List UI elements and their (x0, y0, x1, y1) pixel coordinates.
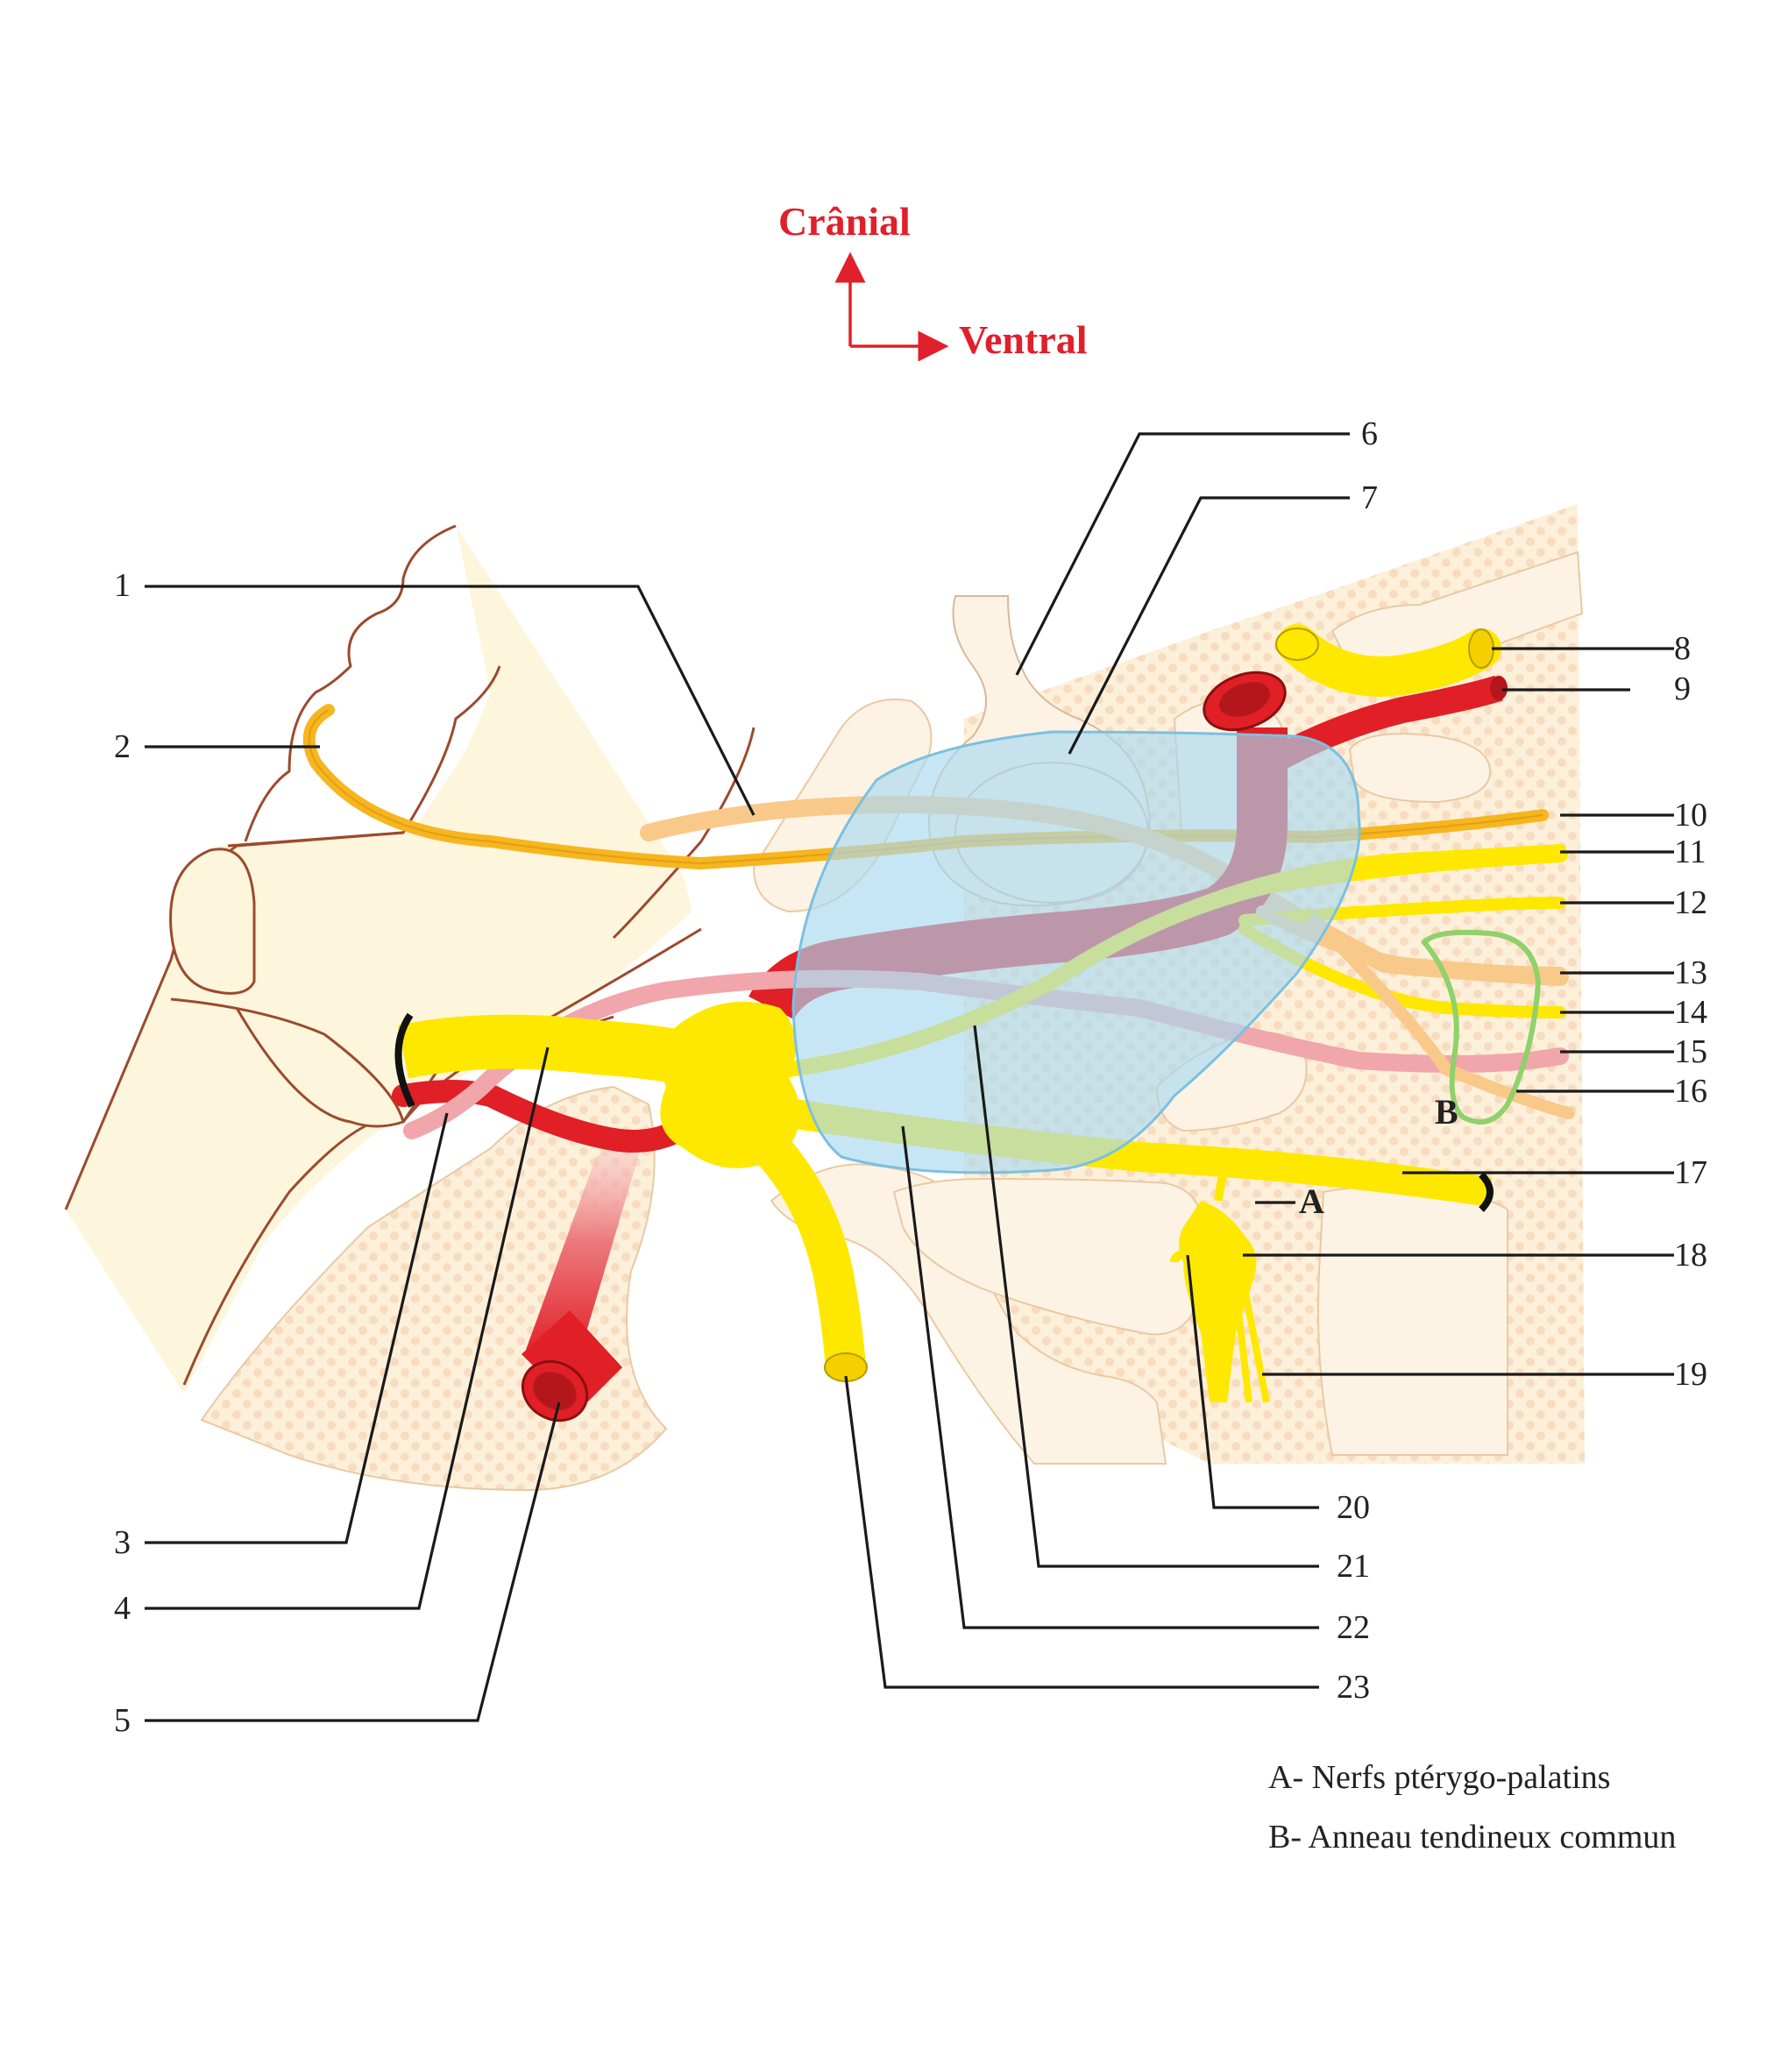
label-15: 15 (1674, 1033, 1707, 1070)
label-3: 3 (114, 1524, 131, 1561)
label-9: 9 (1674, 671, 1691, 707)
label-6: 6 (1361, 415, 1378, 452)
condyle-left (169, 848, 256, 995)
upper-bone-ridge-2 (1348, 733, 1492, 804)
pterygopalatine-ganglion (1179, 1201, 1257, 1402)
label-1: 1 (114, 567, 131, 604)
label-12: 12 (1674, 884, 1707, 921)
label-19: 19 (1674, 1356, 1707, 1393)
ventral-label: Ventral (959, 317, 1088, 362)
internal-carotid-tube (526, 1122, 649, 1359)
legend-b: B- Anneau tendineux commun (1268, 1819, 1676, 1856)
legend-a: A- Nerfs ptérygo-palatins (1268, 1759, 1610, 1796)
letter-a: A (1299, 1181, 1324, 1221)
upper-skull-outline (244, 524, 457, 842)
mandibular-nerve (748, 1125, 866, 1369)
nerve-19-b (1241, 1288, 1270, 1403)
right-vertical-bone (1317, 1185, 1508, 1456)
skull-ridge-line (612, 727, 756, 940)
label-23: 23 (1337, 1669, 1370, 1706)
nerve-a-branch (1214, 1168, 1231, 1202)
nerve-19-a (1232, 1288, 1252, 1403)
label-20: 20 (1337, 1489, 1370, 1526)
number-labels: 1 2 3 4 5 6 7 8 9 10 11 12 13 14 15 16 1… (114, 415, 1707, 1739)
letter-b: B (1435, 1092, 1458, 1132)
orientation-indicator: Crânial Ventral (778, 199, 1088, 362)
label-7: 7 (1361, 479, 1378, 516)
label-17: 17 (1674, 1154, 1707, 1191)
ganglion (660, 1001, 800, 1168)
label-2: 2 (114, 728, 131, 765)
label-18: 18 (1674, 1237, 1707, 1274)
internal-carotid-artery-cut (521, 1310, 622, 1423)
cavernous-sinus (791, 730, 1361, 1174)
label-5: 5 (114, 1702, 131, 1739)
label-21: 21 (1337, 1548, 1370, 1585)
yellow-nerve-8 (1277, 624, 1501, 697)
label-11: 11 (1674, 834, 1706, 870)
cranial-bone-left (66, 526, 692, 1394)
label-8: 8 (1674, 630, 1691, 667)
label-10: 10 (1674, 797, 1707, 834)
tympanic-outline (170, 997, 405, 1128)
label-13: 13 (1674, 954, 1707, 991)
legend: A- Nerfs ptérygo-palatins B- Anneau tend… (1268, 1759, 1676, 1856)
cranial-label: Crânial (778, 199, 911, 244)
tendinous-ring (1420, 929, 1542, 1125)
label-22: 22 (1337, 1609, 1370, 1646)
left-cut-bracket (394, 1012, 415, 1108)
ophthalmic-artery-cut (1203, 671, 1287, 732)
leader-lines (145, 432, 1674, 1722)
label-4: 4 (114, 1590, 131, 1627)
temporal-squama (227, 665, 501, 848)
label-14: 14 (1674, 994, 1707, 1031)
middle-bone-process (770, 1163, 1167, 1465)
nerve-16 (1309, 914, 1575, 1119)
label-16: 16 (1674, 1073, 1707, 1110)
nerve-20-branch (1170, 1249, 1193, 1263)
right-cut-bracket (1479, 1172, 1494, 1212)
